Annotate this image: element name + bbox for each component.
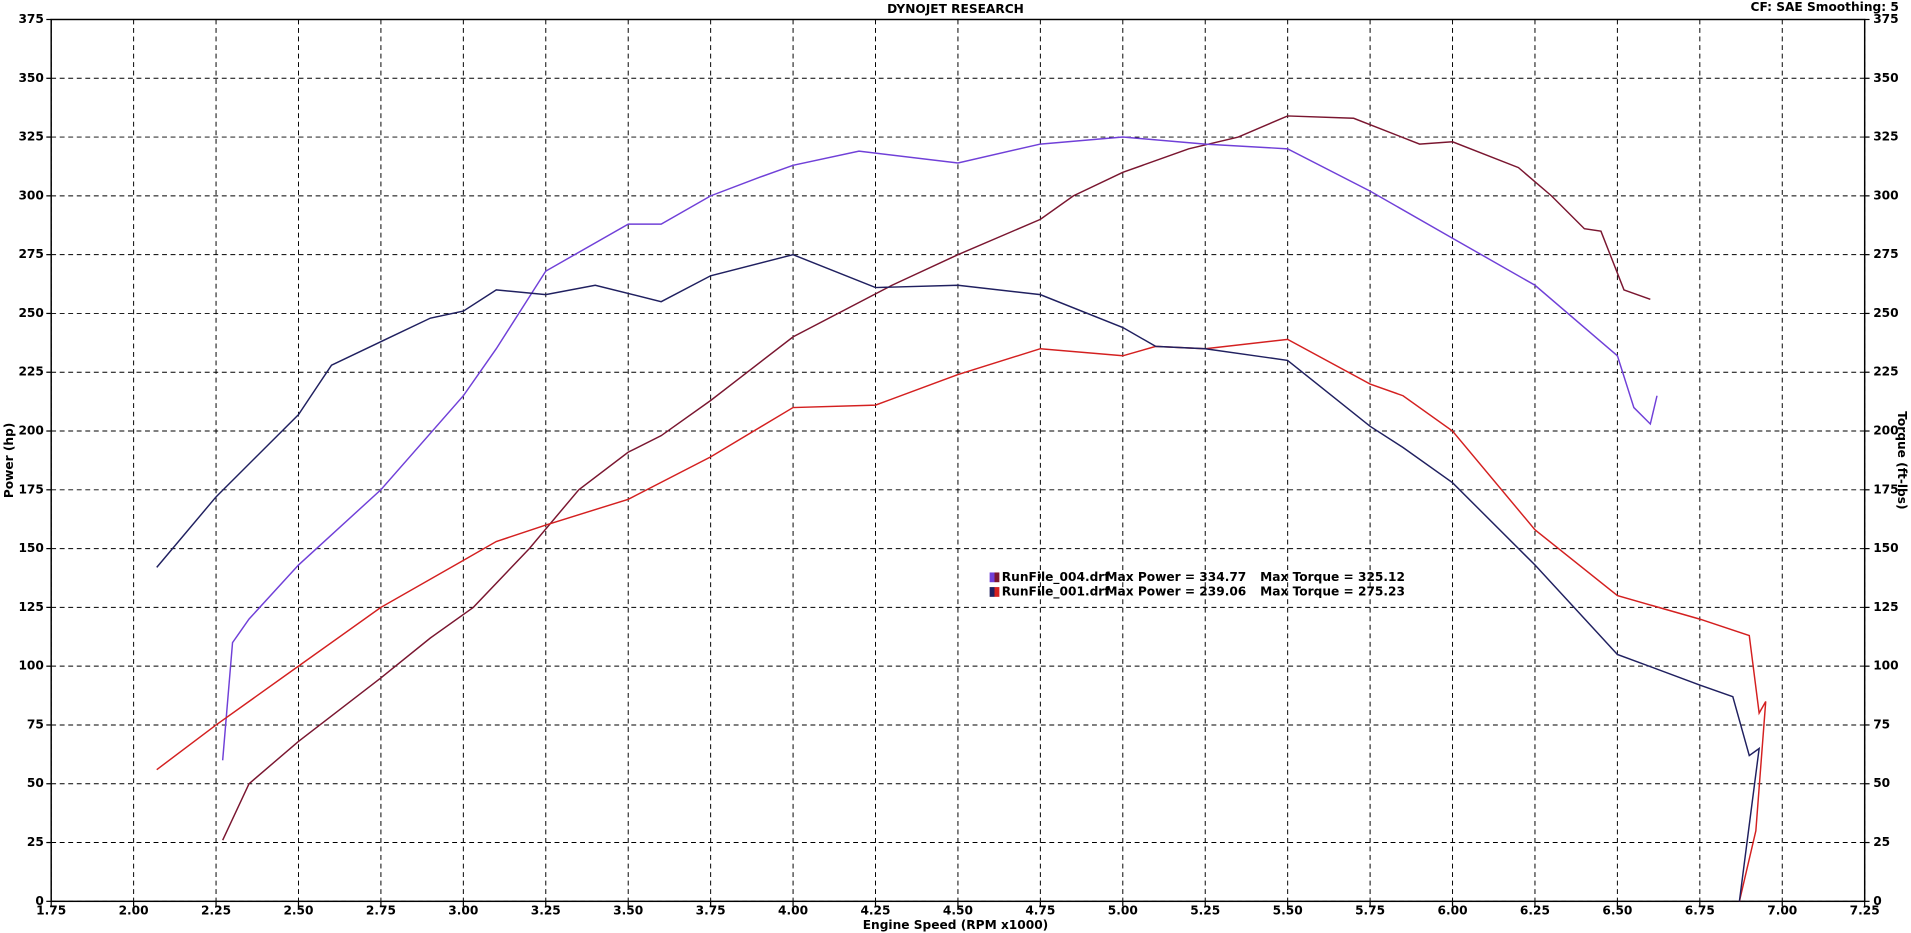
- y-tick-label: 50: [27, 776, 44, 790]
- y-tick-label: 325: [18, 130, 43, 144]
- x-tick-label: 4.50: [943, 904, 973, 918]
- series-line: [156, 253, 1761, 902]
- y2-tick-label: 50: [1873, 776, 1890, 790]
- x-tick-label: 7.25: [1850, 904, 1880, 918]
- x-tick-label: 5.00: [1108, 904, 1138, 918]
- y2-tick-label: 225: [1873, 365, 1898, 379]
- x-tick-label: 3.50: [613, 904, 643, 918]
- y-tick-label: 150: [18, 541, 43, 555]
- y-tick-label: 25: [27, 835, 44, 849]
- legend-max-power: Max Power = 334.77: [1105, 570, 1246, 584]
- x-tick-label: 4.00: [778, 904, 808, 918]
- y-axis-label: Power (hp): [2, 423, 16, 499]
- legend-label: RunFile_004.drf: [1002, 570, 1110, 585]
- y2-tick-label: 350: [1873, 71, 1898, 85]
- y2-axis-label: Torque (ft-lbs): [1895, 411, 1909, 509]
- series-line: [156, 338, 1767, 902]
- y-tick-label: 75: [27, 717, 44, 731]
- legend-max-torque: Max Torque = 275.23: [1260, 584, 1405, 598]
- x-tick-label: 3.25: [531, 904, 561, 918]
- y-tick-label: 250: [18, 306, 43, 320]
- y-tick-label: 100: [18, 659, 43, 673]
- x-tick-label: 5.25: [1190, 904, 1220, 918]
- subtitle: CF: SAE Smoothing: 5: [1751, 0, 1899, 14]
- x-tick-label: 6.50: [1602, 904, 1632, 918]
- y2-tick-label: 300: [1873, 188, 1898, 202]
- series-line: [222, 115, 1651, 841]
- x-tick-label: 7.00: [1767, 904, 1797, 918]
- y2-tick-label: 125: [1873, 600, 1898, 614]
- y-tick-label: 175: [18, 482, 43, 496]
- y2-tick-label: 100: [1873, 659, 1898, 673]
- y-tick-label: 225: [18, 365, 43, 379]
- y2-tick-label: 200: [1873, 424, 1898, 438]
- x-tick-label: 6.00: [1438, 904, 1468, 918]
- y2-tick-label: 250: [1873, 306, 1898, 320]
- y-tick-label: 125: [18, 600, 43, 614]
- y2-tick-label: 275: [1873, 247, 1898, 261]
- legend-max-torque: Max Torque = 325.12: [1260, 570, 1405, 584]
- x-tick-label: 4.75: [1025, 904, 1055, 918]
- legend-swatch: [994, 587, 1000, 597]
- y-tick-label: 200: [18, 424, 43, 438]
- y-tick-label: 0: [35, 894, 43, 908]
- x-tick-label: 2.00: [119, 904, 149, 918]
- y-tick-label: 350: [18, 71, 43, 85]
- legend-swatch: [994, 572, 1000, 583]
- y2-tick-label: 75: [1873, 717, 1890, 731]
- y2-tick-label: 175: [1873, 482, 1898, 496]
- y-tick-label: 375: [18, 12, 43, 26]
- y2-tick-label: 325: [1873, 130, 1898, 144]
- y-tick-label: 300: [18, 188, 43, 202]
- x-tick-label: 3.75: [696, 904, 726, 918]
- x-tick-label: 5.50: [1273, 904, 1303, 918]
- x-tick-label: 2.25: [201, 904, 231, 918]
- x-tick-label: 6.75: [1685, 904, 1715, 918]
- x-axis-label: Engine Speed (RPM x1000): [863, 918, 1049, 932]
- x-tick-label: 2.50: [283, 904, 313, 918]
- legend-swatch: [989, 587, 995, 597]
- y2-tick-label: 375: [1873, 12, 1898, 26]
- y2-tick-label: 0: [1873, 894, 1881, 908]
- x-tick-label: 6.25: [1520, 904, 1550, 918]
- x-tick-label: 4.25: [860, 904, 890, 918]
- legend-label: RunFile_001.drf: [1002, 584, 1110, 599]
- x-tick-label: 1.75: [36, 904, 66, 918]
- x-tick-label: 5.75: [1355, 904, 1385, 918]
- y2-tick-label: 25: [1873, 835, 1890, 849]
- plot-frame: [50, 18, 1866, 903]
- legend-max-power: Max Power = 239.06: [1105, 584, 1246, 598]
- legend-swatch: [989, 572, 995, 583]
- y2-tick-label: 150: [1873, 541, 1898, 555]
- chart-title: DYNOJET RESEARCH: [887, 2, 1024, 16]
- x-tick-label: 2.75: [366, 904, 396, 918]
- x-tick-label: 3.00: [448, 904, 478, 918]
- series-line: [221, 136, 1658, 761]
- y-tick-label: 275: [18, 247, 43, 261]
